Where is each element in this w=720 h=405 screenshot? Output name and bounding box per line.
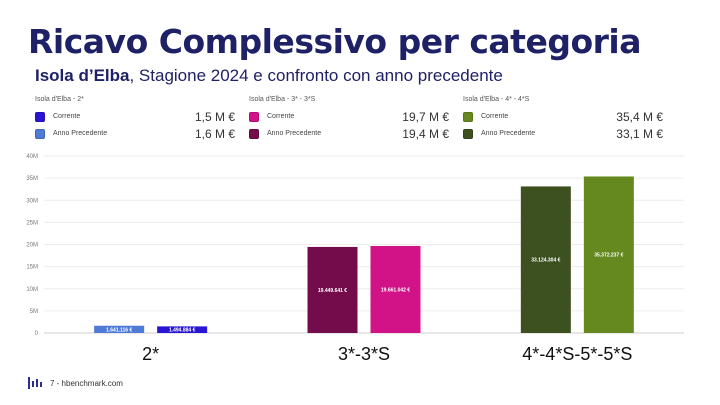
legend-swatch-current bbox=[463, 111, 473, 122]
legend-heading: Isola d'Elba - 4* - 4*S bbox=[463, 96, 530, 103]
legend-heading: Isola d'Elba - 2* bbox=[35, 96, 84, 103]
legend-label-current: Corrente bbox=[53, 113, 81, 120]
page-subtitle: Isola d’Elba, Stagione 2024 e confronto … bbox=[35, 66, 503, 86]
legend-label-current: Corrente bbox=[481, 113, 509, 120]
page-title: Ricavo Complessivo per categoria bbox=[28, 22, 641, 61]
legend-card-4-5-stars: Isola d'Elba - 4* - 4*S Corrente 35,4 M … bbox=[463, 96, 663, 142]
y-tick-label: 30M bbox=[26, 198, 38, 204]
subtitle-rest: , Stagione 2024 e confronto con anno pre… bbox=[129, 66, 503, 85]
bar-value-label: 1.494.884 € bbox=[169, 328, 196, 334]
y-tick-label: 40M bbox=[26, 154, 38, 160]
legend-swatch-previous bbox=[249, 128, 259, 139]
y-tick-label: 35M bbox=[26, 176, 38, 182]
legend-value-previous: 19,4 M € bbox=[402, 126, 449, 141]
bar bbox=[370, 245, 421, 333]
legend-value-previous: 1,6 M € bbox=[194, 126, 235, 141]
bar-chart: 0 5M 10M 15M 20M 25M 30M 35M 40M 1.641.116 € 1.494… bbox=[26, 154, 684, 364]
legend-swatch-current bbox=[249, 111, 259, 122]
category-label: 2* bbox=[142, 344, 159, 364]
bar-value-label: 35.372.237 € bbox=[594, 253, 623, 259]
category-label: 3*-3*S bbox=[338, 344, 390, 364]
legend-card-2-stars: Isola d'Elba - 2* Corrente 1,5 M € Anno … bbox=[35, 96, 235, 142]
legend-row-previous: Anno Precedente 1,6 M € bbox=[35, 125, 235, 142]
y-tick-label: 15M bbox=[26, 265, 38, 271]
legend-row-previous: Anno Precedente 33,1 M € bbox=[463, 125, 663, 142]
bar-value-label: 19.449.641 € bbox=[318, 288, 347, 294]
bar bbox=[307, 246, 358, 333]
legend-heading: Isola d'Elba - 3* - 3*S bbox=[249, 96, 316, 103]
legend-row-current: Corrente 19,7 M € bbox=[249, 108, 449, 125]
legend-label-previous: Anno Precedente bbox=[267, 130, 322, 137]
legend-swatch-current bbox=[35, 111, 45, 122]
legend-value-current: 19,7 M € bbox=[402, 109, 449, 124]
category-label: 4*-4*S-5*-5*S bbox=[522, 344, 632, 364]
bar-value-label: 1.641.116 € bbox=[106, 327, 132, 333]
y-tick-label: 20M bbox=[26, 243, 38, 249]
bar bbox=[94, 325, 145, 333]
legend-row-current: Corrente 1,5 M € bbox=[35, 108, 235, 125]
y-tick-label: 0 bbox=[35, 331, 39, 337]
legend-value-current: 1,5 M € bbox=[194, 109, 235, 124]
y-tick-label: 5M bbox=[30, 309, 38, 315]
footer: 7 - hbenchmark.com bbox=[28, 377, 123, 389]
legend-card-3-stars: Isola d'Elba - 3* - 3*S Corrente 19,7 M … bbox=[249, 96, 449, 142]
legend-label-current: Corrente bbox=[267, 113, 295, 120]
bar bbox=[583, 176, 634, 333]
y-tick-label: 25M bbox=[26, 220, 38, 226]
bar-value-label: 19.661.042 € bbox=[381, 287, 410, 293]
legend-label-previous: Anno Precedente bbox=[481, 130, 536, 137]
bar bbox=[157, 326, 208, 333]
legend-value-current: 35,4 M € bbox=[616, 109, 663, 124]
legend-row-previous: Anno Precedente 19,4 M € bbox=[249, 125, 449, 142]
legend-swatch-previous bbox=[463, 128, 473, 139]
bar-value-label: 33.124.304 € bbox=[531, 258, 560, 264]
y-tick-label: 10M bbox=[26, 287, 38, 293]
legend-row-current: Corrente 35,4 M € bbox=[463, 108, 663, 125]
hbenchmark-logo-icon bbox=[28, 377, 42, 389]
legend-label-previous: Anno Precedente bbox=[53, 130, 108, 137]
bar bbox=[520, 186, 571, 333]
legend-value-previous: 33,1 M € bbox=[616, 126, 663, 141]
footer-page-text: 7 - hbenchmark.com bbox=[50, 378, 123, 388]
legend-swatch-previous bbox=[35, 128, 45, 139]
subtitle-location: Isola d’Elba bbox=[35, 66, 130, 85]
